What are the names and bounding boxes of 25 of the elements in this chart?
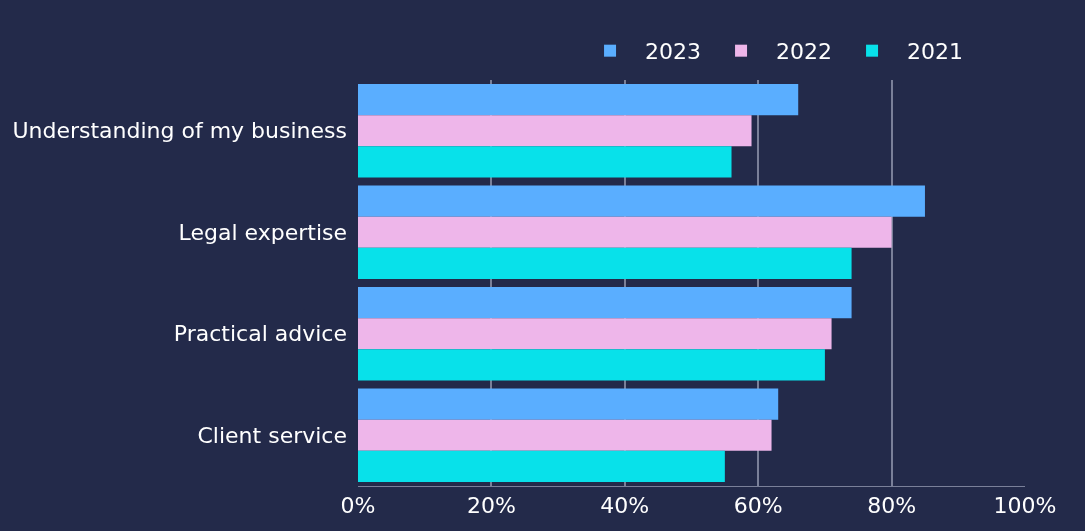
x-tick-label: 100% bbox=[993, 493, 1057, 519]
x-tick-label: 80% bbox=[867, 493, 917, 519]
y-tick-label: Client service bbox=[197, 422, 347, 448]
legend-label: 2023 bbox=[645, 39, 702, 65]
bar bbox=[358, 185, 925, 217]
y-tick-label: Practical advice bbox=[173, 321, 347, 347]
bar bbox=[358, 388, 779, 420]
bar bbox=[358, 450, 725, 482]
legend-label: 2021 bbox=[907, 39, 964, 65]
legend-label: 2022 bbox=[776, 39, 833, 65]
bar bbox=[358, 115, 752, 147]
bar bbox=[358, 84, 799, 116]
x-tick-label: 0% bbox=[340, 493, 376, 519]
bar bbox=[358, 318, 832, 350]
y-tick-label: Understanding of my business bbox=[12, 118, 347, 144]
bar bbox=[358, 146, 732, 178]
y-tick-label: Legal expertise bbox=[178, 219, 347, 245]
bar bbox=[358, 247, 852, 279]
bar bbox=[358, 216, 892, 248]
x-tick-label: 60% bbox=[733, 493, 783, 519]
bar bbox=[358, 419, 772, 451]
bar bbox=[358, 287, 852, 319]
x-tick-label: 20% bbox=[466, 493, 516, 519]
x-tick-label: 40% bbox=[600, 493, 650, 519]
bar bbox=[358, 349, 825, 381]
